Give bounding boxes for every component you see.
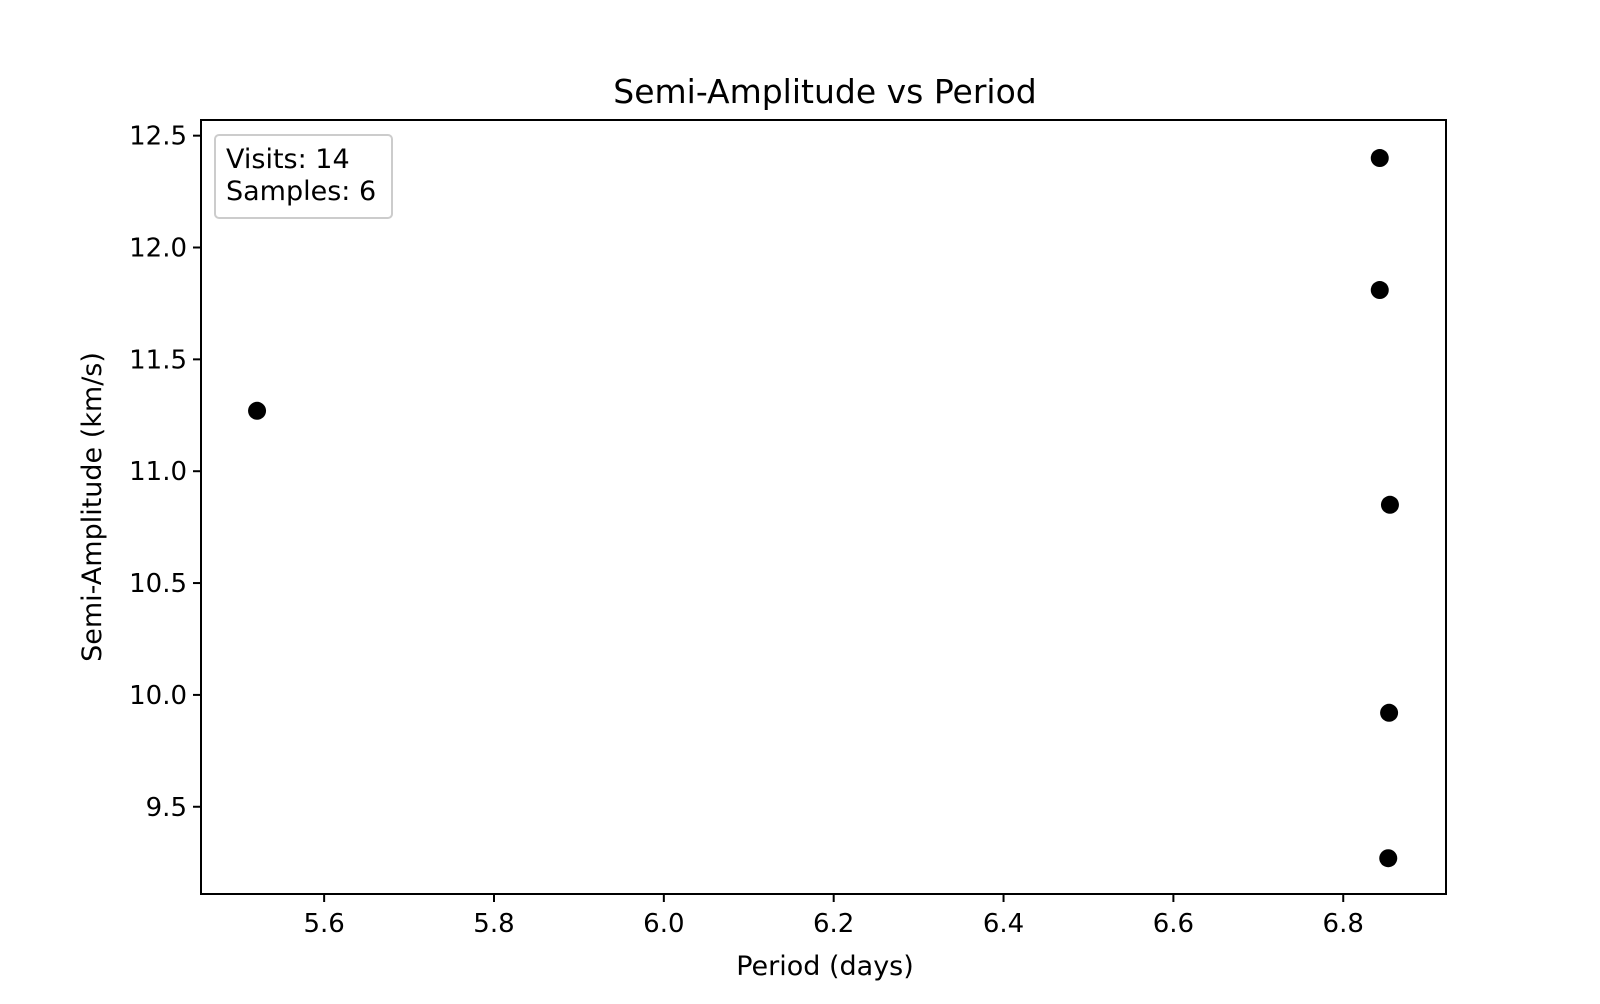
data-point — [1379, 849, 1398, 868]
x-tick-label: 6.6 — [1153, 909, 1194, 939]
x-tick-label: 6.4 — [983, 909, 1024, 939]
data-point — [1370, 149, 1389, 168]
x-tick-label: 6.0 — [643, 909, 684, 939]
chart-title: Semi-Amplitude vs Period — [613, 72, 1036, 111]
data-point — [1370, 281, 1389, 300]
x-tick-label: 6.2 — [813, 909, 854, 939]
stats-annotation: Visits: 14 Samples: 6 — [214, 134, 393, 219]
annotation-samples: Samples: 6 — [226, 176, 376, 207]
data-point — [1380, 703, 1399, 722]
x-tick-label: 5.6 — [303, 909, 344, 939]
data-points — [248, 149, 1399, 868]
y-axis-ticks: 9.5 10.0 10.5 11.0 11.5 12.0 12.5 — [129, 122, 201, 823]
plot-area — [200, 119, 1447, 895]
x-tick-label: 6.8 — [1323, 909, 1364, 939]
y-axis-label: Semi-Amplitude (km/s) — [77, 352, 108, 662]
annotation-frame — [214, 134, 393, 219]
y-tick-label: 10.0 — [129, 681, 187, 711]
annotation-visits: Visits: 14 — [226, 144, 350, 175]
data-point — [248, 401, 267, 420]
y-tick-label: 9.5 — [146, 793, 187, 823]
data-point — [1380, 495, 1399, 514]
y-tick-label: 12.5 — [129, 122, 187, 152]
x-axis-ticks: 5.6 5.8 6.0 6.2 6.4 6.6 6.8 — [303, 894, 1364, 939]
y-tick-label: 12.0 — [129, 234, 187, 264]
y-tick-label: 10.5 — [129, 569, 187, 599]
x-axis-label: Period (days) — [736, 951, 914, 982]
x-tick-label: 5.8 — [473, 909, 514, 939]
y-tick-label: 11.0 — [129, 457, 187, 487]
y-tick-label: 11.5 — [129, 345, 187, 375]
